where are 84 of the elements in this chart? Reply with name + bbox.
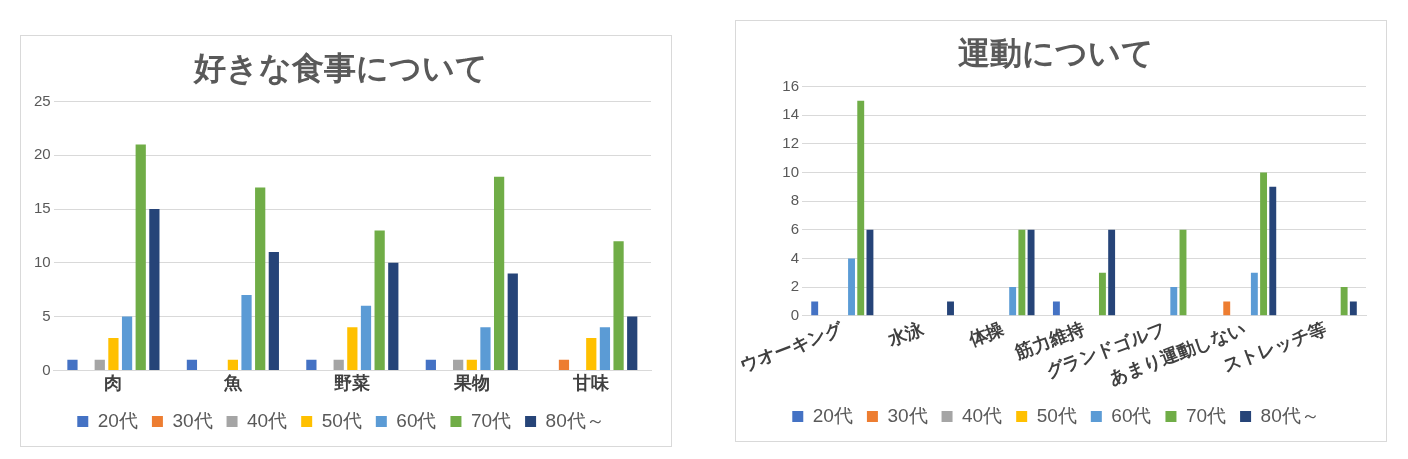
bar [241,295,252,370]
y-tick-label: 8 [790,191,800,209]
bar [347,327,358,370]
y-tick-label: 5 [42,306,51,324]
bar [857,100,865,316]
bar [466,359,477,370]
legend-label: 50代 [1036,404,1077,426]
y-tick-label: 0 [42,360,51,378]
bar [306,359,317,370]
y-tick-label: 0 [790,305,800,323]
x-tick-label: 果物 [452,373,490,394]
bar [1260,172,1268,316]
bar [227,359,238,370]
bar [507,273,518,370]
legend-label: 60代 [396,409,437,431]
bar [1340,287,1348,316]
bar [149,209,160,370]
bar [1108,229,1116,316]
legend-label: 20代 [97,409,138,431]
y-tick-label: 14 [782,105,800,123]
legend-label: 40代 [247,409,288,431]
chart-title: 好きな食事について [192,50,488,87]
bar [627,316,638,370]
legend-label: 20代 [812,404,853,426]
bar [268,252,279,370]
legend-label: 40代 [962,404,1003,426]
bar [848,258,855,316]
y-tick-label: 10 [34,252,51,270]
bar [558,359,570,370]
bar [108,338,119,370]
y-tick-label: 15 [34,199,51,217]
bar [186,359,198,370]
legend-label: 50代 [321,409,362,431]
bar [1027,229,1035,316]
bar [1098,272,1106,316]
legend-label: 30代 [172,409,213,431]
y-tick-label: 4 [790,248,800,266]
legend-label: 80代～ [545,409,605,431]
bar [425,359,436,370]
bar [135,144,146,370]
bar [599,327,611,370]
bar [1170,287,1178,316]
bar [1018,229,1026,316]
bar [121,316,133,370]
bar [1250,272,1258,316]
x-tick-label: 野菜 [334,373,371,394]
legend-label: 70代 [470,409,512,431]
bar [374,230,385,370]
y-tick-label: 16 [782,76,800,94]
y-tick-label: 2 [790,277,800,295]
bar [1269,186,1277,316]
y-tick-label: 12 [782,133,800,151]
bar [255,187,266,370]
bar [388,262,399,370]
legend-label: 60代 [1111,404,1152,426]
bar [360,305,372,370]
bar [947,301,954,316]
bar [1009,287,1017,316]
bar [613,241,624,370]
bar [94,359,105,370]
x-tick-label: 体操 [964,318,1008,351]
bar [1052,301,1060,316]
bar [1223,301,1231,316]
x-tick-label: 魚 [222,373,243,394]
bar [811,301,819,316]
bar [866,229,874,316]
bar [333,359,344,370]
y-tick-label: 6 [790,219,800,237]
bar [453,359,464,370]
x-tick-label: 甘味 [572,373,611,394]
y-tick-label: 20 [34,145,51,163]
x-tick-label: 肉 [104,373,123,394]
legend-label: 70代 [1185,404,1227,426]
legend-label: 30代 [887,404,928,426]
x-tick-label: 水泳 [884,318,927,351]
bar [1349,301,1357,316]
bar [493,176,505,370]
bar [586,338,597,370]
bar [67,359,78,370]
y-tick-label: 10 [782,162,800,180]
y-tick-label: 25 [34,91,51,109]
bar [480,327,491,370]
legend-label: 80代～ [1260,404,1320,426]
chart-title: 運動について [958,35,1154,72]
